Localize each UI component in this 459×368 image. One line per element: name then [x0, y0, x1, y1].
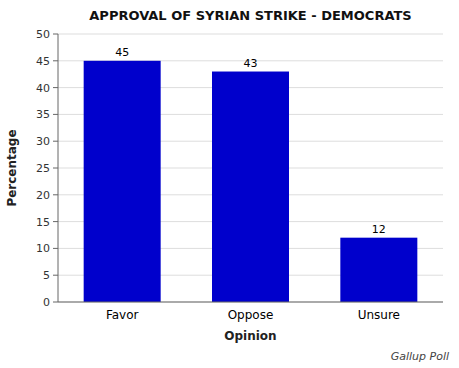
x-tick-label: Oppose — [228, 308, 274, 322]
y-tick-label: 45 — [36, 55, 50, 68]
title: APPROVAL OF SYRIAN STRIKE - DEMOCRATS — [89, 8, 411, 23]
y-tick — [53, 141, 58, 142]
bar — [212, 72, 289, 302]
x-axis-label: Opinion — [224, 329, 276, 343]
y-tick — [53, 114, 58, 115]
y-axis-line — [58, 34, 59, 302]
bars — [84, 61, 418, 302]
y-tick — [53, 87, 58, 88]
x-tick-label: Favor — [106, 308, 139, 322]
y-tick-label: 30 — [36, 135, 50, 148]
y-axis-label: Percentage — [5, 129, 19, 206]
y-tick-label: 0 — [43, 296, 50, 309]
y-tick — [53, 34, 58, 35]
bar — [340, 238, 417, 302]
grid-line — [58, 34, 443, 35]
y-tick-label: 50 — [36, 28, 50, 41]
y-tick — [53, 194, 58, 195]
y-tick — [53, 221, 58, 222]
x-axis-line — [58, 302, 443, 303]
data-label: 12 — [372, 223, 386, 236]
y-tick — [53, 60, 58, 61]
x-tick-label: Unsure — [358, 308, 400, 322]
y-tick — [53, 248, 58, 249]
y-tick — [53, 168, 58, 169]
annotation: Gallup Poll — [391, 350, 449, 363]
y-tick — [53, 275, 58, 276]
y-tick-label: 5 — [43, 269, 50, 282]
grid-line — [58, 302, 443, 303]
data-label: 43 — [244, 57, 258, 70]
chart-svg: 0 5 10 15 20 25 30 35 40 45 50 45 43 12 Favor Oppose Uns… — [0, 0, 459, 368]
grid — [58, 34, 443, 302]
y-tick-label: 15 — [36, 216, 50, 229]
bar — [84, 61, 161, 302]
data-label: 45 — [115, 46, 129, 59]
y-tick-label: 20 — [36, 189, 50, 202]
y-tick-label: 35 — [36, 108, 50, 121]
y-tick-label: 10 — [36, 242, 50, 255]
y-tick — [53, 302, 58, 303]
y-tick-label: 25 — [36, 162, 50, 175]
y-tick-label: 40 — [36, 82, 50, 95]
